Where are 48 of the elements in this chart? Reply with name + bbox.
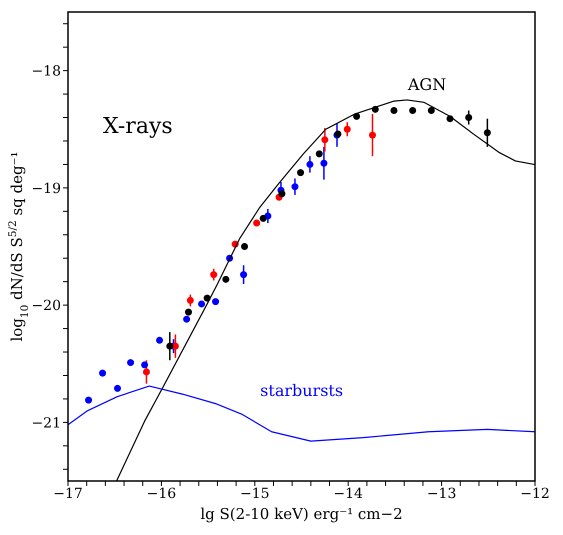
y-tick-label: −20 xyxy=(31,298,61,314)
point xyxy=(240,271,248,278)
x-tick-label: −15 xyxy=(240,486,270,502)
point xyxy=(484,129,491,136)
point xyxy=(291,183,298,190)
y-tick-label: −18 xyxy=(31,64,61,80)
point xyxy=(241,243,248,250)
point xyxy=(198,300,206,308)
series-label: starbursts xyxy=(260,380,344,400)
point xyxy=(306,160,314,168)
point xyxy=(166,342,174,350)
x-tick-label: −12 xyxy=(520,486,550,502)
point xyxy=(321,136,328,144)
point xyxy=(390,106,398,114)
point xyxy=(316,150,323,158)
point xyxy=(212,298,220,306)
point xyxy=(320,160,328,167)
point xyxy=(278,190,286,198)
point xyxy=(99,370,106,377)
line-series xyxy=(68,385,535,442)
point xyxy=(114,384,121,392)
point xyxy=(368,132,376,139)
point xyxy=(253,220,260,227)
point xyxy=(156,336,164,344)
point xyxy=(465,114,472,122)
point xyxy=(344,126,351,133)
point xyxy=(428,106,435,114)
x-tick-label: −13 xyxy=(426,486,456,502)
point xyxy=(210,271,218,278)
point xyxy=(142,368,150,376)
point xyxy=(222,276,230,283)
y-tick-label: −19 xyxy=(31,180,61,197)
point xyxy=(127,359,134,366)
point xyxy=(409,106,416,114)
point xyxy=(297,169,304,176)
x-axis-title: lg S(2-10 keV) erg⁻¹ cm−2 xyxy=(200,505,403,523)
point xyxy=(85,396,92,404)
point xyxy=(141,361,148,368)
point xyxy=(260,214,267,222)
series-label: AGN xyxy=(406,74,446,94)
point xyxy=(183,316,190,323)
point xyxy=(184,308,192,316)
point xyxy=(186,296,194,304)
x-tick-label: −17 xyxy=(53,486,83,502)
x-tick-label: −16 xyxy=(146,486,176,502)
x-tick-label: −14 xyxy=(333,486,364,502)
y-tick-label: −21 xyxy=(31,415,61,432)
annotation: X-rays xyxy=(103,114,173,139)
